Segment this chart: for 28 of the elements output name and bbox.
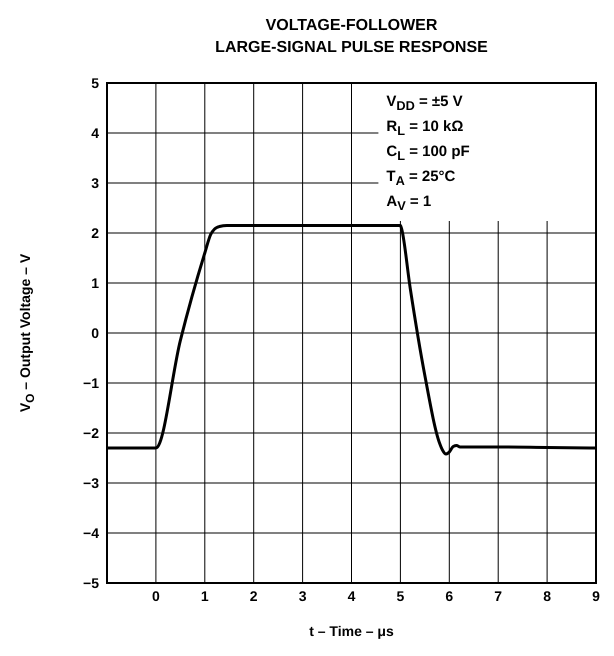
y-tick-label: −2 <box>83 424 100 441</box>
x-tick-label: 2 <box>250 588 258 604</box>
y-tick-label: 4 <box>91 124 100 141</box>
x-tick-label: 7 <box>494 588 502 604</box>
x-tick-label: 5 <box>396 588 404 604</box>
y-tick-label: 1 <box>91 274 100 291</box>
annotation: V$_{DD}$ = ±5 V <box>386 93 463 113</box>
y-tick-label: 3 <box>91 174 100 191</box>
y-tick-label: −3 <box>83 474 100 491</box>
y-tick-label: −4 <box>83 524 100 541</box>
y-tick-label: −1 <box>83 374 100 391</box>
x-tick-label: 9 <box>592 588 600 604</box>
x-tick-label: 1 <box>200 588 209 604</box>
annotation: T$_{A}$ = 25°C <box>386 168 456 188</box>
y-tick-label: 0 <box>91 324 100 341</box>
y-tick-label: 5 <box>91 74 100 91</box>
x-tick-label: 3 <box>298 588 307 604</box>
chart-title: VOLTAGE-FOLLOWER LARGE-SIGNAL PULSE RESPONSE <box>215 17 488 56</box>
annotation: R$_{L}$ = 10 kΩ <box>386 118 464 138</box>
annotation: A$_{V}$ = 1 <box>386 193 432 213</box>
y-tick-label: −5 <box>83 574 100 591</box>
x-tick-label: 6 <box>445 588 454 604</box>
x-axis-title: t – Time – μs <box>309 623 394 639</box>
x-tick-label: 4 <box>348 588 356 604</box>
x-tick-label: 8 <box>543 588 552 604</box>
annotation: C$_{L}$ = 100 pF <box>386 143 470 163</box>
y-tick-label: 2 <box>91 224 100 241</box>
x-tick-label: 0 <box>152 588 160 604</box>
